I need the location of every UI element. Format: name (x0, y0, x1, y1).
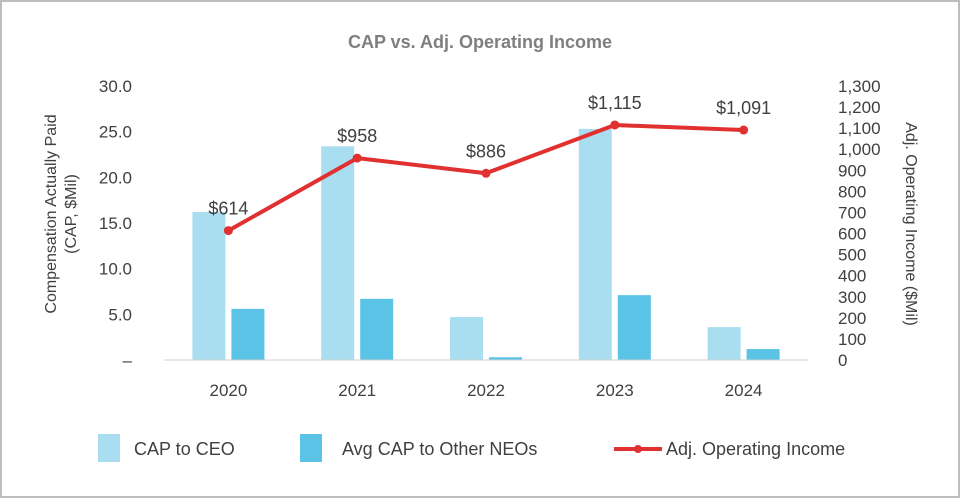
bar-cap-to-ceo (578, 128, 612, 360)
bar-avg-cap-other-neos (360, 298, 394, 360)
y-right-tick-label: 1,000 (838, 140, 881, 159)
line-series: $614 $958 $886 $1,115 $1,091 (208, 93, 771, 236)
y-left-axis-label-line-1: Compensation Actually Paid (43, 114, 60, 313)
legend: CAP to CEO Avg CAP to Other NEOs Adj. Op… (98, 434, 845, 462)
y-right-tick-label: 500 (838, 246, 866, 265)
adj-operating-income-data-label: $958 (337, 126, 377, 146)
x-ticks: 2020 2021 2022 2023 2024 (209, 381, 762, 400)
y-left-tick-label: 20.0 (99, 168, 132, 187)
adj-operating-income-point (739, 125, 749, 135)
y-right-axis-label-text: Adj. Operating Income ($Mil) (902, 122, 919, 326)
legend-marker-adj-operating-income (634, 445, 642, 453)
bar-series (192, 128, 780, 360)
x-tick-label: 2020 (209, 381, 247, 400)
y-right-tick-label: 400 (838, 267, 866, 286)
y-right-tick-label: 300 (838, 288, 866, 307)
x-tick-label: 2024 (725, 381, 763, 400)
y-right-tick-label: 800 (838, 182, 866, 201)
x-tick-label: 2021 (338, 381, 376, 400)
chart-title: CAP vs. Adj. Operating Income (348, 32, 612, 52)
y-left-tick-label: 5.0 (108, 305, 132, 324)
adj-operating-income-point (610, 120, 620, 130)
legend-swatch-avg-cap-other-neos (300, 434, 322, 462)
y-left-tick-label: 30.0 (99, 77, 132, 96)
legend-label-cap-to-ceo: CAP to CEO (134, 439, 235, 459)
legend-label-adj-operating-income: Adj. Operating Income (666, 439, 845, 459)
y-right-tick-label: 700 (838, 203, 866, 222)
y-left-tick-label: 25.0 (99, 123, 132, 142)
bar-cap-to-ceo (450, 317, 483, 360)
y-right-axis-label: Adj. Operating Income ($Mil) (902, 122, 919, 326)
bar-cap-to-ceo (192, 212, 226, 360)
y-right-tick-label: 100 (838, 330, 866, 349)
adj-operating-income-point (352, 153, 362, 163)
y-left-axis-label: Compensation Actually Paid (CAP, $Mil) (43, 114, 80, 313)
y-left-tick-label: – (123, 351, 133, 370)
y-right-tick-label: 1,200 (838, 98, 881, 117)
y-right-tick-label: 0 (838, 351, 847, 370)
y-right-tick-label: 600 (838, 225, 866, 244)
bar-cap-to-ceo (707, 327, 741, 360)
bar-cap-to-ceo (321, 146, 355, 360)
y-left-axis-label-line-2: (CAP, $Mil) (63, 174, 80, 254)
adj-operating-income-point (223, 226, 233, 236)
y-right-tick-label: 900 (838, 161, 866, 180)
adj-operating-income-data-label: $1,115 (588, 93, 642, 113)
bar-avg-cap-other-neos (489, 357, 522, 360)
bar-avg-cap-other-neos (746, 349, 780, 360)
adj-operating-income-data-label: $1,091 (716, 98, 771, 118)
legend-swatch-cap-to-ceo (98, 434, 120, 462)
bar-avg-cap-other-neos (617, 295, 651, 360)
y-left-tick-label: 10.0 (99, 260, 132, 279)
x-tick-label: 2022 (467, 381, 505, 400)
y-right-tick-label: 1,300 (838, 77, 881, 96)
x-tick-label: 2023 (596, 381, 634, 400)
y-right-ticks: 0 100 200 300 400 500 600 700 800 900 1,000 1,100 1,… (838, 77, 881, 370)
adj-operating-income-data-label: $886 (466, 141, 506, 161)
adj-operating-income-point (481, 168, 491, 178)
bar-avg-cap-other-neos (231, 308, 265, 360)
y-left-ticks: – 5.0 10.0 15.0 20.0 25.0 30.0 (99, 77, 133, 370)
y-left-tick-label: 15.0 (99, 214, 132, 233)
y-right-tick-label: 1,100 (838, 119, 881, 138)
legend-label-avg-cap-other-neos: Avg CAP to Other NEOs (342, 439, 537, 459)
adj-operating-income-data-label: $614 (208, 199, 248, 219)
y-right-tick-label: 200 (838, 309, 866, 328)
